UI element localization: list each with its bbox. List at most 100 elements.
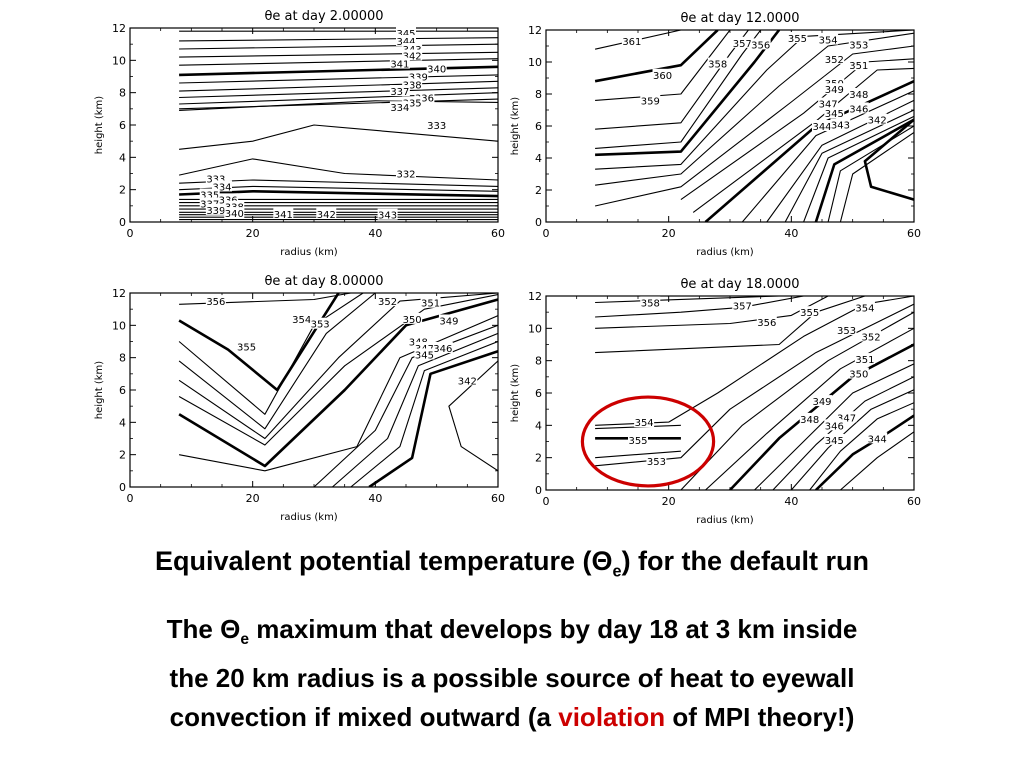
contour-label: 348 bbox=[849, 90, 868, 101]
contour-label-bg bbox=[824, 76, 845, 88]
figure-explanation: The Θe maximum that develops by day 18 a… bbox=[0, 610, 1024, 737]
figure-title: Equivalent potential temperature (Θe) fo… bbox=[0, 546, 1024, 581]
contour-label: 350 bbox=[403, 315, 422, 326]
contour-label-bg bbox=[408, 335, 429, 347]
x-tick-label: 40 bbox=[784, 495, 798, 508]
contour-line-355 bbox=[178, 293, 340, 392]
contour-label-bg bbox=[224, 200, 245, 212]
explanation-line-3: convection if mixed outward (a violation… bbox=[0, 698, 1024, 737]
y-tick-label: 8 bbox=[535, 355, 542, 368]
panel-title: θe at day 8.00000 bbox=[264, 274, 383, 289]
contour-label-bg bbox=[867, 432, 888, 444]
x-tick-label: 60 bbox=[491, 227, 505, 240]
y-tick-label: 10 bbox=[528, 322, 542, 335]
contour-label-bg bbox=[377, 208, 398, 220]
contour-line-350 bbox=[178, 298, 498, 468]
contour-line-333 bbox=[179, 124, 498, 150]
x-tick-label: 20 bbox=[662, 495, 676, 508]
contour-line-337 bbox=[179, 87, 498, 99]
contour-label: 353 bbox=[647, 457, 666, 468]
x-tick-label: 40 bbox=[368, 227, 382, 240]
contour-line-353 bbox=[594, 45, 914, 207]
contour-label-bg bbox=[732, 36, 753, 48]
contour-line-334 bbox=[179, 100, 498, 111]
contour-label: 347 bbox=[819, 100, 838, 111]
y-tick-label: 0 bbox=[535, 484, 542, 497]
contour-label-bg bbox=[836, 323, 857, 335]
contour-label: 342 bbox=[458, 376, 477, 387]
y-tick-label: 2 bbox=[119, 184, 126, 197]
contour-line-353 bbox=[595, 450, 681, 459]
contour-line-340 bbox=[179, 65, 498, 77]
contour-line-353 bbox=[178, 293, 376, 430]
contour-label: 336 bbox=[415, 94, 434, 105]
contour-line-354 bbox=[178, 293, 364, 415]
contour-label-bg bbox=[707, 57, 728, 69]
contour-label: 335 bbox=[200, 191, 219, 202]
contour-label: 354 bbox=[635, 418, 654, 429]
contour-line-342 bbox=[863, 118, 914, 201]
contour-line-335 bbox=[179, 98, 498, 110]
contour-label: 357 bbox=[733, 39, 752, 50]
x-axis-label: radius (km) bbox=[280, 512, 338, 523]
contour-line-351 bbox=[705, 327, 914, 490]
contour-label: 339 bbox=[206, 206, 225, 217]
contour-label: 345 bbox=[396, 29, 415, 40]
contour-label: 356 bbox=[751, 40, 770, 51]
contour-label: 359 bbox=[641, 96, 660, 107]
contour-line-347 bbox=[790, 389, 914, 490]
contour-label-bg bbox=[732, 299, 753, 311]
contour-line-358 bbox=[595, 296, 780, 304]
contour-label: 361 bbox=[622, 37, 641, 48]
contour-line-346 bbox=[350, 340, 498, 487]
contour-label: 354 bbox=[819, 36, 838, 47]
y-tick-label: 2 bbox=[535, 184, 542, 197]
explanation-line-2: the 20 km radius is a possible source of… bbox=[169, 663, 855, 694]
contour-label-bg bbox=[634, 416, 655, 428]
contour-label: 340 bbox=[225, 209, 244, 220]
contour-panel-4: θe at day 18.0000 0 20 40 60 0 2 4 6 8 10 12 radius … bbox=[510, 277, 921, 526]
contour-label-bg bbox=[848, 102, 869, 114]
contour-label: 346 bbox=[825, 421, 844, 432]
y-axis-label: height (km) bbox=[94, 96, 105, 154]
contour-label-bg bbox=[861, 330, 882, 342]
contour-line-359 bbox=[595, 30, 731, 101]
contour-line-345 bbox=[814, 118, 914, 222]
contour-label: 344 bbox=[868, 434, 887, 445]
contour-line-355 bbox=[595, 296, 866, 354]
plot-frame bbox=[545, 29, 915, 223]
contour-label-bg bbox=[621, 35, 642, 47]
contour-panel-2: θe at day 12.0000 0 20 40 60 0 2 4 6 8 10 12 radius … bbox=[510, 11, 921, 258]
contour-label-bg bbox=[402, 49, 423, 61]
contour-label-bg bbox=[377, 295, 398, 307]
contour-line-346 bbox=[809, 402, 914, 490]
contour-label-bg bbox=[212, 180, 232, 192]
y-tick-label: 6 bbox=[119, 119, 126, 132]
contour-lines bbox=[178, 293, 498, 487]
text: The bbox=[166, 614, 221, 644]
y-axis-label: height (km) bbox=[510, 364, 521, 422]
contour-panel-3: θe at day 8.00000 0 20 40 60 0 2 4 6 8 10 12 radius … bbox=[94, 274, 505, 523]
contour-label: 348 bbox=[800, 415, 819, 426]
x-tick-label: 40 bbox=[368, 492, 382, 505]
caption-text: ) for the default run bbox=[621, 546, 870, 576]
plot-frame bbox=[545, 295, 915, 491]
contour-label: 340 bbox=[427, 64, 446, 75]
contour-label: 343 bbox=[378, 211, 397, 222]
highlight-ellipse bbox=[580, 395, 716, 488]
x-tick-label: 0 bbox=[543, 495, 550, 508]
contour-label-bg bbox=[824, 433, 845, 445]
contour-label: 332 bbox=[396, 170, 415, 181]
contour-line-360 bbox=[594, 30, 719, 83]
contour-label-bg bbox=[640, 94, 661, 106]
contour-line-351 bbox=[178, 294, 498, 446]
contour-label: 333 bbox=[206, 174, 225, 185]
contour-label: 341 bbox=[274, 210, 293, 221]
contour-line-336 bbox=[179, 92, 498, 105]
contour-label-bg bbox=[848, 88, 869, 99]
y-tick-label: 10 bbox=[112, 54, 126, 67]
theta-symbol: Θ bbox=[220, 614, 241, 644]
y-tick-label: 4 bbox=[535, 152, 542, 165]
contour-label: 335 bbox=[403, 98, 422, 109]
contour-label-bg bbox=[812, 395, 832, 407]
